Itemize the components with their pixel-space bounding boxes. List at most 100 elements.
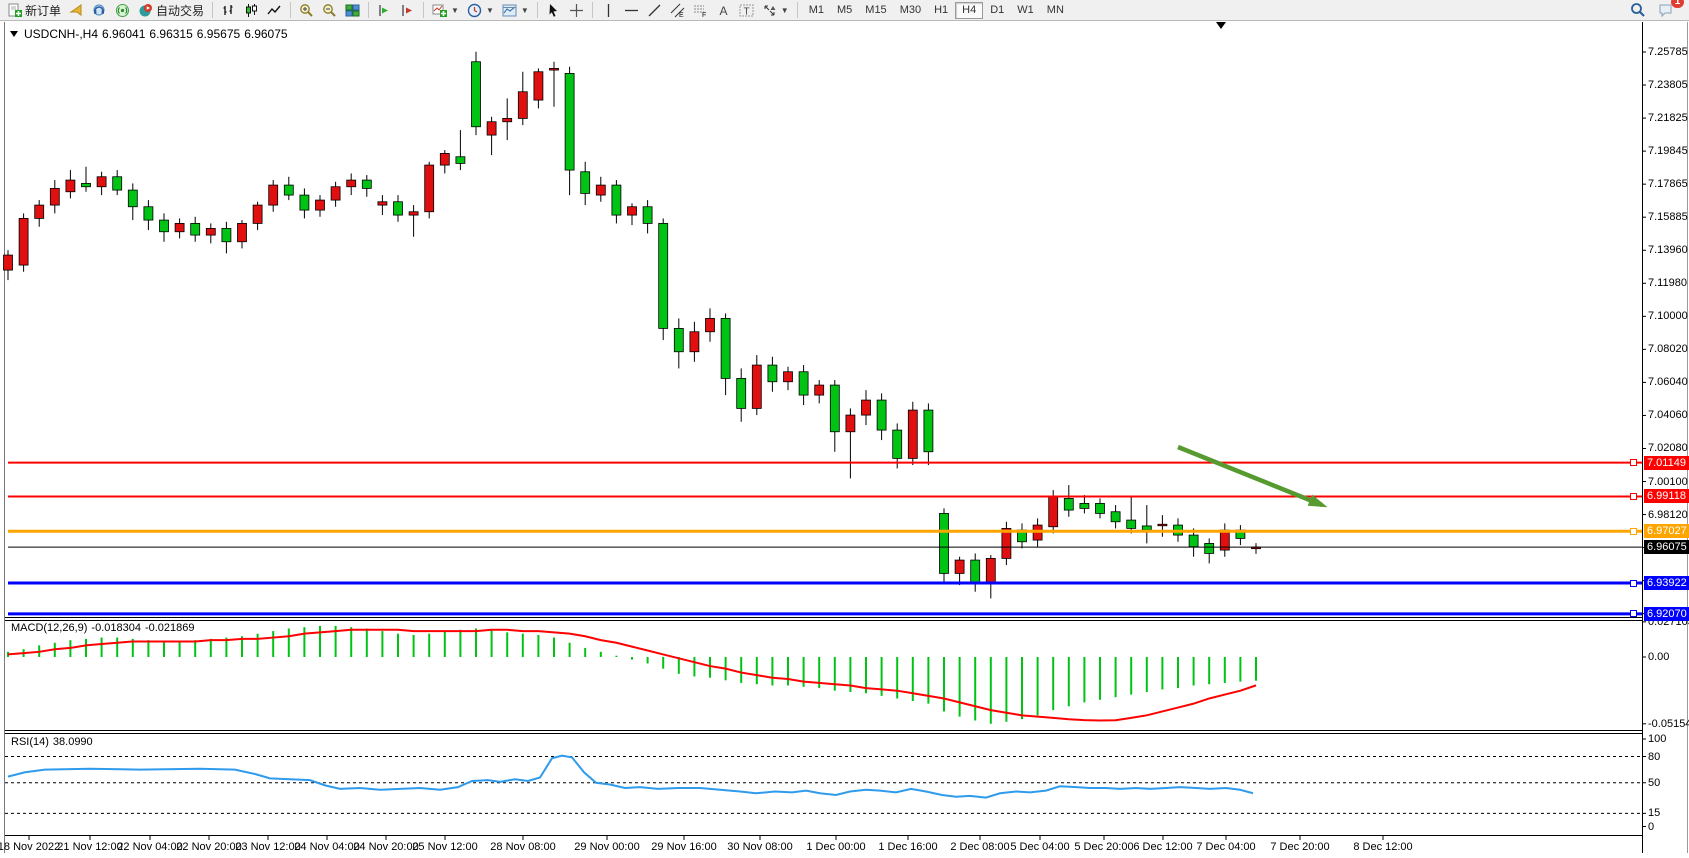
fibonacci-icon: F — [693, 5, 706, 18]
time-axis-label: 22 Nov 20:00 — [176, 841, 242, 853]
zoom-out-button[interactable] — [319, 1, 340, 20]
rsi-scale-label: 100 — [1648, 733, 1667, 745]
text-label-tool[interactable]: T — [736, 1, 757, 20]
support-chat-button[interactable] — [89, 1, 110, 20]
time-axis-label: 7 Dec 20:00 — [1270, 841, 1330, 853]
timeframe-W1[interactable]: W1 — [1017, 4, 1034, 16]
chart-symbol-period: USDCNH-,H4 — [24, 27, 99, 41]
indicators-icon — [432, 4, 448, 17]
time-axis-label: 1 Dec 00:00 — [806, 841, 866, 853]
autotrading-button[interactable]: 自动交易 — [135, 1, 207, 20]
arrows-tool[interactable]: ▼ — [759, 1, 792, 20]
vertical-line-tool[interactable] — [598, 1, 619, 20]
price-chart-canvas[interactable] — [0, 22, 1689, 853]
time-axis-label: 29 Nov 16:00 — [651, 841, 717, 853]
rsi-scale-label: 15 — [1648, 807, 1661, 820]
hline-handle[interactable] — [1630, 610, 1637, 618]
cursor-button[interactable] — [543, 1, 564, 20]
zoom-out-icon — [323, 3, 336, 17]
notifications-button[interactable]: 1 — [1655, 0, 1684, 20]
time-axis-label: 5 Dec 04:00 — [1010, 841, 1070, 853]
alerts-button[interactable] — [66, 1, 87, 20]
chevron-down-icon: ▼ — [485, 5, 494, 15]
trendline-icon — [648, 4, 661, 16]
chart-shift-button[interactable] — [397, 1, 418, 20]
hline-price-badge: 6.99118 — [1644, 489, 1689, 504]
headset-icon — [93, 4, 105, 15]
price-tick-label: 7.17865 — [1648, 178, 1688, 191]
indicators-button[interactable]: ▼ — [429, 1, 462, 20]
time-axis-label: 8 Dec 12:00 — [1353, 841, 1413, 853]
horn-icon — [69, 3, 82, 16]
toolbar: 新订单 自动交易 — [0, 0, 1689, 21]
hline-handle[interactable] — [1630, 527, 1637, 535]
autotrading-icon — [139, 3, 153, 16]
tile-windows-button[interactable] — [342, 1, 363, 20]
signals-button[interactable] — [112, 1, 133, 20]
time-axis-label: 24 Nov 20:00 — [353, 841, 419, 853]
crosshair-icon — [569, 3, 583, 17]
hline-handle[interactable] — [1630, 492, 1637, 500]
periods-button[interactable]: ▼ — [464, 1, 497, 20]
new-order-icon — [8, 3, 22, 17]
timeframe-group: M1 M5 M15 M30 H1 H4 D1 W1 MN — [803, 1, 1070, 19]
time-axis-label: 24 Nov 04:00 — [294, 841, 360, 853]
svg-text:F: F — [702, 12, 706, 18]
timeframe-M15[interactable]: M15 — [865, 4, 887, 16]
time-axis-label: 18 Nov 2022 — [0, 841, 61, 853]
chevron-down-icon: ▼ — [780, 5, 789, 15]
search-button[interactable] — [1627, 1, 1649, 20]
bar-low-value: 6.95675 — [196, 27, 241, 41]
template-icon — [502, 4, 517, 16]
svg-text:E: E — [679, 12, 684, 18]
time-axis-label: 29 Nov 00:00 — [574, 841, 640, 853]
time-axis-label: 21 Nov 12:00 — [57, 841, 123, 853]
collapse-arrow-icon[interactable] — [10, 31, 18, 37]
tile-windows-icon — [345, 4, 360, 16]
templates-button[interactable]: ▼ — [499, 1, 532, 20]
zoom-in-button[interactable] — [296, 1, 317, 20]
bar-chart-icon — [223, 4, 233, 15]
price-tick-label: 7.19845 — [1648, 145, 1688, 158]
crosshair-button[interactable] — [566, 1, 587, 20]
toolbar-separator — [212, 2, 214, 18]
price-tick-label: 7.06040 — [1648, 376, 1688, 389]
new-order-label: 新订单 — [25, 3, 62, 18]
cursor-icon — [549, 3, 557, 17]
rsi-scale-label: 80 — [1648, 750, 1661, 763]
chevron-down-icon: ▼ — [451, 5, 459, 15]
timeframe-H4[interactable]: H4 — [955, 1, 984, 19]
hline-handle[interactable] — [1630, 579, 1637, 587]
price-tick-label: 7.10000 — [1648, 310, 1688, 323]
auto-scroll-button[interactable] — [374, 1, 395, 20]
fibonacci-tool[interactable]: F — [690, 1, 711, 20]
hline-handle[interactable] — [1630, 459, 1637, 467]
chart-shift-marker-icon[interactable] — [1216, 22, 1226, 29]
price-tick-label: 7.00100 — [1648, 475, 1688, 488]
timeframe-M5[interactable]: M5 — [837, 4, 853, 16]
line-chart-button[interactable] — [264, 1, 285, 20]
price-tick-label: 7.02080 — [1648, 442, 1688, 455]
trendline-tool[interactable] — [644, 1, 665, 20]
chart-area[interactable]: USDCNH-,H4 6.96041 6.96315 6.95675 6.960… — [0, 22, 1689, 853]
timeframe-H1[interactable]: H1 — [934, 4, 949, 16]
bar-chart-button[interactable] — [218, 1, 239, 20]
macd-scale-label: 0.00 — [1648, 651, 1670, 663]
text-tool[interactable]: A — [713, 1, 734, 20]
timeframe-M30[interactable]: M30 — [899, 4, 922, 16]
horizontal-line-tool[interactable] — [621, 1, 642, 20]
timeframe-M1[interactable]: M1 — [808, 4, 824, 16]
bar-open-value: 6.96041 — [102, 27, 146, 41]
price-tick-label: 7.08020 — [1648, 343, 1688, 356]
channel-tool[interactable]: E — [667, 1, 688, 20]
candlestick-button[interactable] — [241, 1, 262, 20]
timeframe-D1[interactable]: D1 — [990, 4, 1005, 16]
new-order-button[interactable]: 新订单 — [4, 1, 64, 20]
time-axis-label: 23 Nov 12:00 — [235, 841, 301, 853]
time-axis-label: 1 Dec 16:00 — [878, 841, 938, 853]
timeframe-MN[interactable]: MN — [1046, 4, 1064, 16]
toolbar-separator — [796, 2, 798, 18]
line-chart-icon — [267, 5, 281, 14]
time-axis-label: 5 Dec 20:00 — [1074, 841, 1134, 853]
